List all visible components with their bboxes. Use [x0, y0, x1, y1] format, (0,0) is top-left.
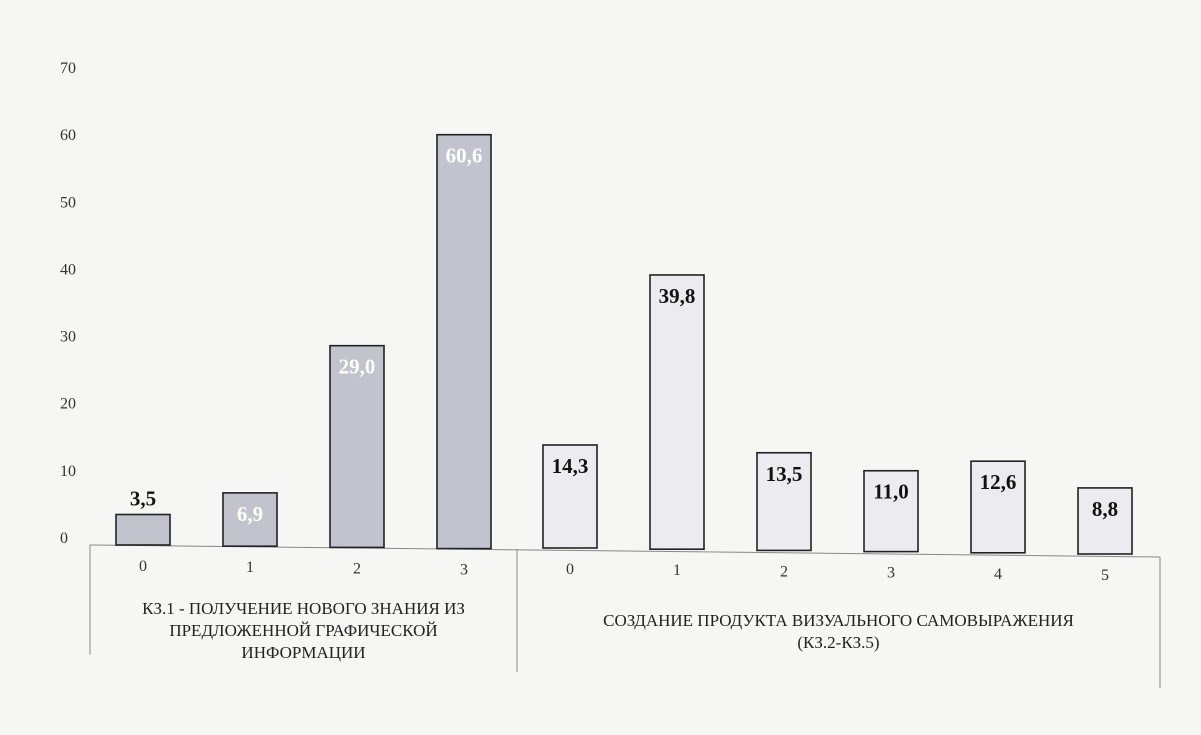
bar — [649, 274, 705, 551]
x-tick-label: 3 — [460, 562, 468, 579]
bar — [436, 133, 492, 550]
x-tick-label: 1 — [246, 559, 254, 576]
bar — [863, 469, 919, 553]
bar — [329, 344, 385, 549]
data-label: 11,0 — [873, 480, 909, 504]
x-tick-label: 5 — [1101, 567, 1109, 584]
y-tick-label: 30 — [60, 329, 76, 346]
x-tick-label: 0 — [566, 561, 574, 578]
data-label: 29,0 — [339, 355, 376, 379]
group-label: СОЗДАНИЕ ПРОДУКТА ВИЗУАЛЬНОГО САМОВЫРАЖЕ… — [603, 611, 1074, 630]
data-label: 60,6 — [446, 144, 483, 168]
x-tick-label: 0 — [139, 558, 147, 575]
y-tick-label: 60 — [60, 127, 76, 144]
data-label: 6,9 — [237, 502, 263, 526]
data-label: 13,5 — [766, 462, 803, 486]
y-tick-label: 70 — [60, 60, 76, 77]
data-label: 14,3 — [552, 454, 589, 478]
data-label: 8,8 — [1092, 497, 1118, 521]
group-label: ПРЕДЛОЖЕННОЙ ГРАФИЧЕСКОЙ — [169, 621, 437, 640]
data-label: 3,5 — [130, 487, 156, 511]
group-label: (КЗ.2-КЗ.5) — [797, 633, 879, 652]
y-tick-label: 40 — [60, 261, 76, 278]
bar — [970, 460, 1026, 554]
x-tick-label: 4 — [994, 566, 1002, 583]
data-label: 39,8 — [659, 284, 696, 308]
x-tick-label: 3 — [887, 565, 895, 582]
group-label: КЗ.1 - ПОЛУЧЕНИЕ НОВОГО ЗНАНИЯ ИЗ — [142, 599, 465, 618]
x-axis-line — [89, 544, 1161, 558]
y-tick-label: 20 — [60, 396, 76, 413]
data-label: 12,6 — [980, 470, 1017, 494]
bar — [1077, 487, 1133, 555]
x-tick-label: 2 — [353, 560, 361, 577]
bar — [222, 492, 278, 548]
group-label: ИНФОРМАЦИИ — [241, 643, 365, 662]
y-tick-label: 50 — [60, 194, 76, 211]
bar — [115, 513, 171, 546]
bar — [756, 451, 812, 552]
y-tick-label: 10 — [60, 463, 76, 480]
y-tick-label: 0 — [60, 530, 68, 547]
x-tick-label: 2 — [780, 563, 788, 580]
x-tick-label: 1 — [673, 562, 681, 579]
bar — [542, 444, 598, 549]
